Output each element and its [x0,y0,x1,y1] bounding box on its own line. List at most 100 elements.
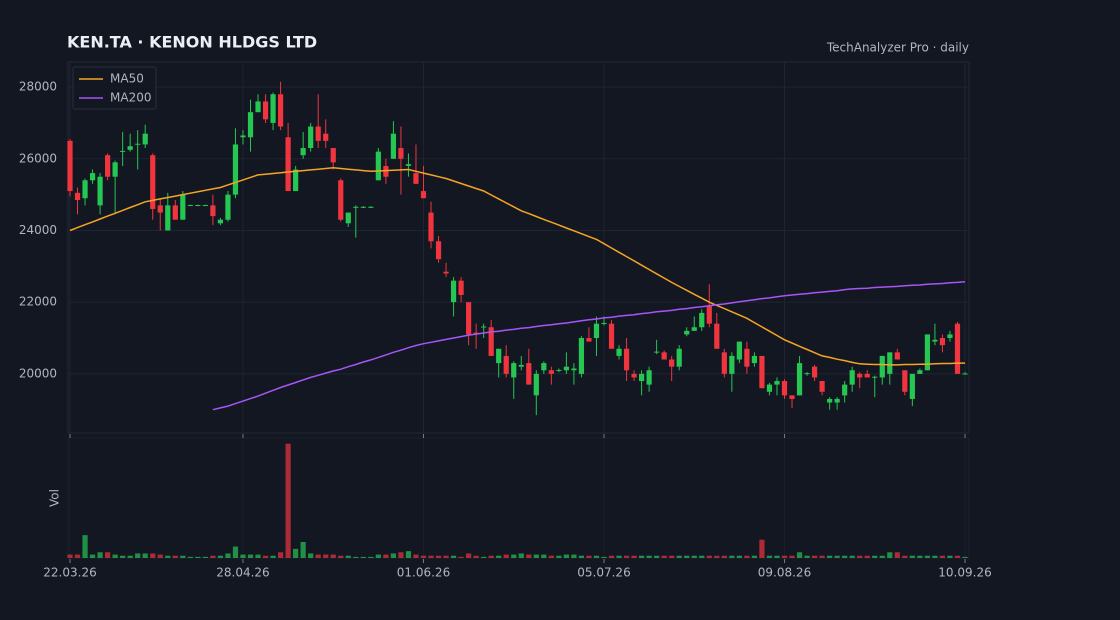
candle-body [240,135,246,138]
y-tick-label: 22000 [19,295,57,309]
volume-bar [420,555,427,558]
candle-body [939,338,946,346]
volume-bar [526,554,532,558]
candle-body [571,368,577,371]
candle-body [435,241,442,260]
candle-body [518,364,524,367]
volume-bar [864,555,870,558]
volume-bar [375,554,381,558]
volume-bar [202,556,208,558]
candle-body [932,339,938,342]
price-pane [67,61,970,434]
candle-body [541,363,547,371]
candle-body [82,180,88,199]
candle-body [819,381,825,392]
volume-bar [157,554,163,558]
candle-body [135,143,141,145]
volume-bar [360,556,366,558]
volume-pane [67,437,970,559]
candle-body [195,205,201,207]
volume-bar [894,552,900,558]
x-tick-label: 28.04.26 [216,566,269,580]
volume-bar [443,555,449,558]
candle-body [368,206,374,208]
candle-body [608,323,615,349]
y-tick-label: 24000 [19,223,57,237]
volume-bar [902,555,908,558]
candle-body [466,302,472,335]
volume-bar [736,555,742,558]
ma-line [212,280,966,411]
candle-body [443,271,449,274]
volume-bar [473,555,479,558]
volume-bar [586,555,592,558]
volume-bar [804,555,810,558]
candle-body [390,133,397,159]
candle-body [210,205,216,217]
candle-body [563,366,569,371]
candle-body [172,205,178,220]
volume-bar [270,555,276,558]
volume-bar [759,539,765,558]
legend-label: MA50 [110,72,144,86]
volume-bar [112,554,118,558]
volume-bar [932,555,938,558]
volume-bar [714,555,720,558]
volume-bar [872,555,878,558]
candle-body [323,133,329,141]
candle-body [526,363,532,385]
x-tick-label: 10.09.26 [938,566,991,580]
candle-body [601,322,607,324]
candle-body [834,398,840,403]
volume-bar [277,552,284,558]
volume-bar [661,555,667,558]
volume-bar [789,555,795,558]
candle-body [962,373,968,375]
candle-body [811,366,818,378]
candle-body [157,205,163,213]
candle-body [150,155,156,209]
candle-body [849,370,855,385]
volume-bar [150,553,156,558]
candle-body [308,126,314,149]
candle-body [142,133,148,145]
candle-body [586,338,592,342]
volume-bar [954,555,961,558]
volume-bar [353,556,359,558]
candle-body [548,370,554,374]
volume-bar [608,555,615,558]
volume-bar [827,555,833,558]
candle-body [285,137,291,192]
candle-body [766,384,773,392]
chart-title: KEN.TA · KENON HLDGS LTD [67,33,317,52]
candle-body [496,348,502,364]
candle-body [413,173,419,184]
x-tick-label: 01.06.26 [397,566,450,580]
volume-bar [811,555,818,558]
y-tick-label: 28000 [19,80,57,94]
candle-body [165,205,171,231]
candle-body [488,327,494,356]
candle-body [481,326,487,328]
candle-body [338,180,344,220]
volume-bar [195,556,201,558]
volume-bar [781,555,788,558]
volume-bar [721,555,727,558]
volume-bar [563,554,569,558]
candle-body [277,94,284,127]
volume-bar [511,554,517,558]
volume-bar [466,553,472,558]
volume-bar [383,554,389,558]
candle-body [450,280,457,303]
candle-body [112,162,118,177]
volume-bar [962,556,968,558]
volume-bar [834,555,840,558]
volume-bar [240,554,246,558]
y-tick-label: 20000 [19,366,57,380]
candle-body [503,355,509,374]
candle-body [533,373,539,396]
candle-body [67,140,73,192]
legend: MA50 MA200 [72,66,157,110]
volume-bar [308,553,314,558]
